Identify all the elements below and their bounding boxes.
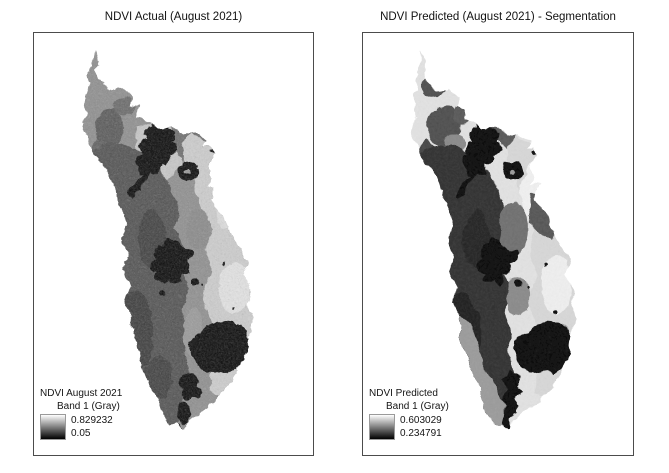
legend-max-value: 0.603029 (400, 415, 442, 426)
map-raster-actual (81, 48, 252, 429)
map-raster-predicted (408, 48, 574, 429)
legend-layer-name: NDVI Predicted (369, 388, 438, 399)
map-frame-predicted: NDVI Predicted Band 1 (Gray) 0.603029 0.… (362, 32, 634, 456)
map-legend-predicted: NDVI Predicted Band 1 (Gray) 0.603029 0.… (369, 387, 449, 441)
legend-max-value: 0.829232 (71, 415, 113, 426)
legend-color-ramp (40, 414, 66, 440)
legend-layer-name: NDVI August 2021 (40, 388, 123, 399)
map-legend-actual: NDVI August 2021 Band 1 (Gray) 0.829232 … (40, 387, 122, 441)
panel-ndvi-actual: NDVI Actual (August 2021) (33, 11, 314, 456)
legend-band-label: Band 1 (Gray) (57, 401, 120, 412)
legend-min-value: 0.05 (71, 428, 91, 439)
panel-title-predicted: NDVI Predicted (August 2021) - Segmentat… (380, 11, 616, 23)
legend-band-label: Band 1 (Gray) (386, 401, 449, 412)
legend-min-value: 0.234791 (400, 428, 442, 439)
panel-title-actual: NDVI Actual (August 2021) (104, 11, 243, 23)
map-frame-actual: NDVI August 2021 Band 1 (Gray) 0.829232 … (33, 32, 314, 456)
panel-ndvi-predicted: NDVI Predicted (August 2021) - Segmentat… (362, 11, 634, 456)
legend-color-ramp (369, 414, 395, 440)
